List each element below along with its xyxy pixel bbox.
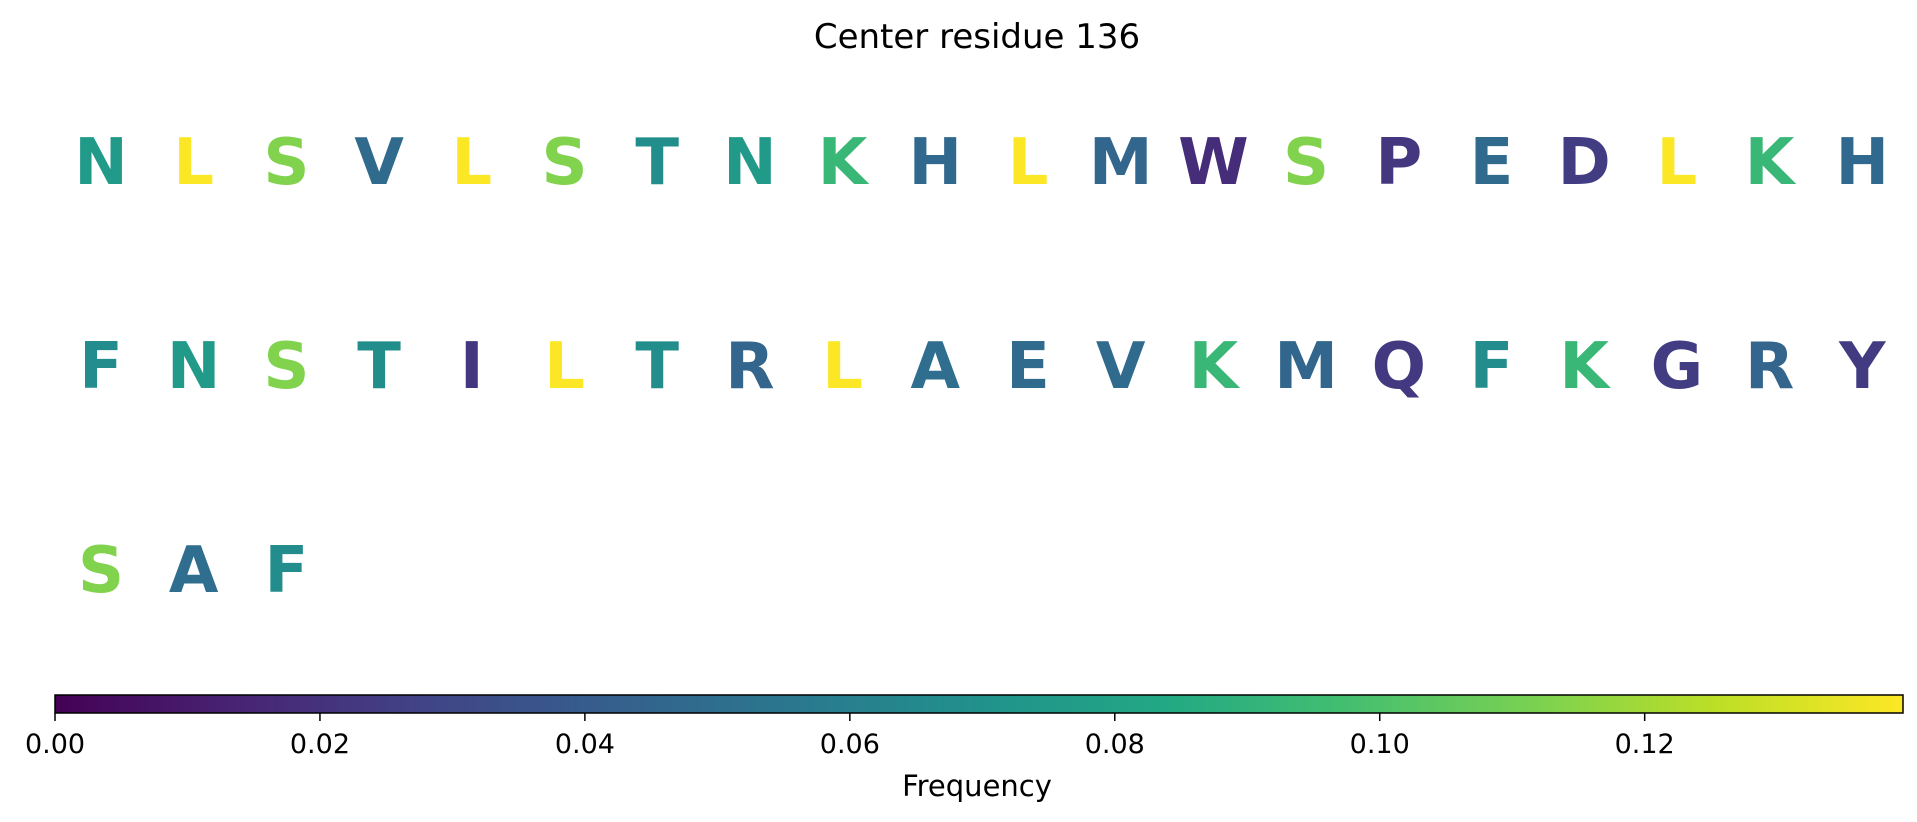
residue-letter: L bbox=[173, 126, 214, 200]
residue-letter: F bbox=[265, 534, 309, 608]
residue-letter: K bbox=[1745, 126, 1797, 200]
residue-letter: T bbox=[635, 330, 679, 404]
residue-letter: S bbox=[78, 534, 124, 608]
residue-letter: M bbox=[1274, 330, 1338, 404]
colorbar-label: Frequency bbox=[902, 769, 1052, 803]
residue-letter: L bbox=[451, 126, 492, 200]
residue-letter: L bbox=[544, 330, 585, 404]
residue-letter: E bbox=[1470, 126, 1514, 200]
residue-letter: S bbox=[1283, 126, 1329, 200]
residue-letter: E bbox=[1006, 330, 1050, 404]
residue-letter: L bbox=[1008, 126, 1049, 200]
chart-title: Center residue 136 bbox=[814, 17, 1140, 57]
residue-letter: H bbox=[909, 126, 963, 200]
colorbar-tick-label: 0.12 bbox=[1615, 729, 1675, 760]
residue-letter: K bbox=[1189, 330, 1241, 404]
residue-letter: T bbox=[635, 126, 679, 200]
residue-letter: K bbox=[1559, 330, 1611, 404]
residue-letter: I bbox=[460, 330, 484, 404]
residue-letter: N bbox=[167, 330, 221, 404]
colorbar: 0.00 0.02 0.04 0.06 0.08 0.10 0.12 Frequency bbox=[25, 694, 1904, 803]
colorbar-tick-label: 0.02 bbox=[290, 729, 350, 760]
residue-letter: L bbox=[822, 330, 863, 404]
residue-letter: M bbox=[1089, 126, 1153, 200]
colorbar-ticks: 0.00 0.02 0.04 0.06 0.08 0.10 0.12 bbox=[25, 713, 1675, 760]
residue-letter: V bbox=[1096, 330, 1146, 404]
colorbar-gradient bbox=[54, 694, 1904, 714]
residue-letter: P bbox=[1375, 126, 1422, 200]
colorbar-tick-label: 0.04 bbox=[555, 729, 615, 760]
colorbar-tick-label: 0.00 bbox=[25, 729, 85, 760]
residue-letter: L bbox=[1657, 126, 1698, 200]
residue-letter: A bbox=[911, 330, 961, 404]
colorbar-tick-label: 0.06 bbox=[820, 729, 880, 760]
residue-letter: K bbox=[818, 126, 870, 200]
residue-letter: H bbox=[1836, 126, 1890, 200]
residue-letter: R bbox=[725, 330, 774, 404]
residue-letter: A bbox=[169, 534, 219, 608]
residue-letter: W bbox=[1178, 126, 1249, 200]
residue-letter: G bbox=[1651, 330, 1704, 404]
residue-letter: T bbox=[357, 330, 401, 404]
colorbar-tick-label: 0.08 bbox=[1085, 729, 1145, 760]
residue-letter: V bbox=[354, 126, 404, 200]
residue-letter: F bbox=[79, 330, 123, 404]
colorbar-tick-label: 0.10 bbox=[1350, 729, 1410, 760]
residue-letter: S bbox=[263, 330, 309, 404]
residue-letter: R bbox=[1745, 330, 1794, 404]
residue-letter: S bbox=[541, 126, 587, 200]
residue-grid: N L S V L S T N K H L M W S P E D L K HF N S T I L T R L A E V K M Q F K G R Y… bbox=[74, 126, 1889, 608]
residue-letter: N bbox=[74, 126, 128, 200]
residue-letter: N bbox=[723, 126, 777, 200]
residue-letter: S bbox=[263, 126, 309, 200]
residue-letter: Y bbox=[1838, 330, 1886, 404]
residue-letter: D bbox=[1558, 126, 1611, 200]
residue-letter: F bbox=[1470, 330, 1514, 404]
residue-letter: Q bbox=[1372, 330, 1426, 404]
